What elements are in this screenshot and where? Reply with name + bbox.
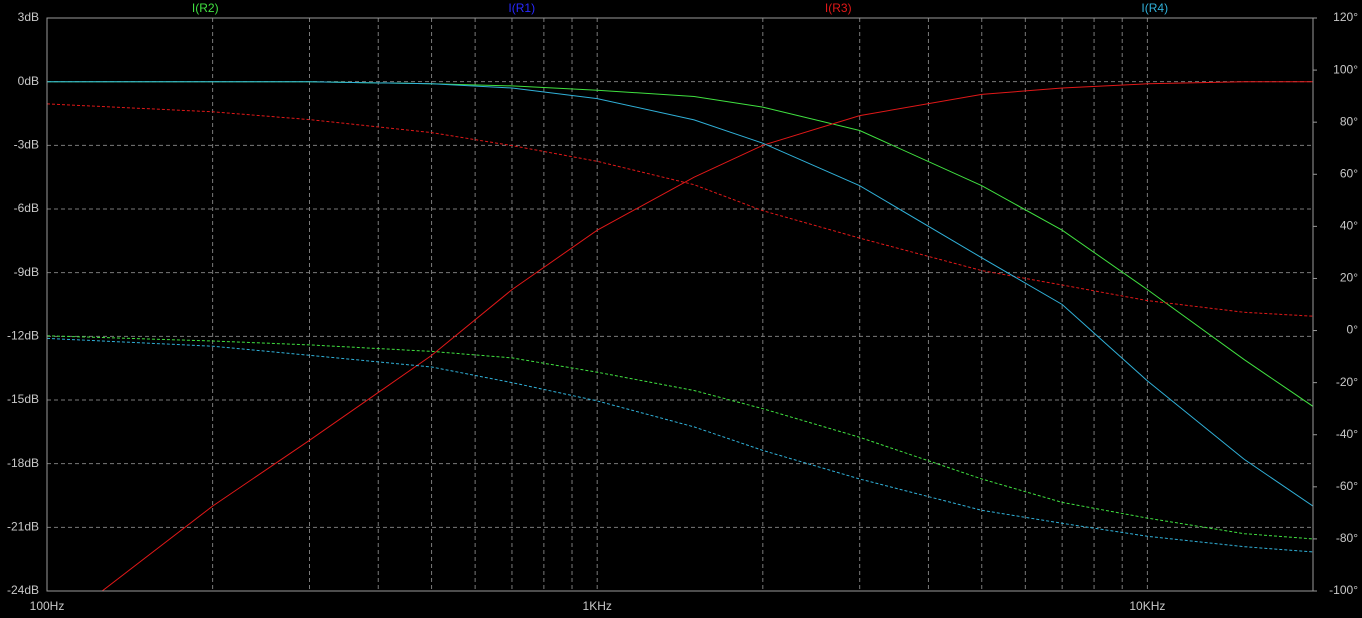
- y-tick-label: -3dB: [14, 138, 39, 152]
- y-tick-label: -18dB: [7, 456, 39, 470]
- plot-frame: [46, 17, 1314, 592]
- y2-tick-label: 100°: [1333, 62, 1358, 76]
- traces: [47, 81, 1313, 591]
- y2-tick-label: -60°: [1336, 479, 1358, 493]
- y-tick-label: -21dB: [7, 520, 39, 534]
- legend-entry: I(R4): [1141, 1, 1168, 15]
- y2-tick-label: -100°: [1329, 583, 1358, 597]
- y2-tick-label: 0°: [1347, 323, 1359, 337]
- magnitude-line: [47, 81, 1313, 507]
- y2-tick-label: -80°: [1336, 531, 1358, 545]
- y2-tick-label: -40°: [1336, 427, 1358, 441]
- y-tick-label: 3dB: [18, 10, 39, 24]
- legend-entry: I(R2): [192, 1, 219, 15]
- legend-entry: I(R3): [825, 1, 852, 15]
- legend-entry: I(R1): [508, 1, 535, 15]
- y-tick-label: -6dB: [14, 201, 39, 215]
- y2-tick-label: 40°: [1340, 219, 1358, 233]
- y-tick-label: -15dB: [7, 392, 39, 406]
- magnitude-line: [101, 81, 1313, 591]
- y2-tick-label: 80°: [1340, 114, 1358, 128]
- y-tick-label: -24dB: [7, 583, 39, 597]
- labels: 3dB 0dB -3dB -6dB -9dB -12dB -15dB -18dB -21dB -2…: [7, 1, 1358, 613]
- y2-tick-label: 60°: [1340, 166, 1358, 180]
- y2-tick-label: 20°: [1340, 271, 1358, 285]
- x-tick-label: 100Hz: [30, 599, 65, 613]
- phase-line: [47, 103, 1313, 317]
- y-tick-label: -12dB: [7, 329, 39, 343]
- phase-line: [47, 337, 1313, 553]
- x-tick-label: 10KHz: [1129, 599, 1165, 613]
- phase-line: [47, 335, 1313, 540]
- grid: [46, 17, 1314, 592]
- y-tick-label: 0dB: [18, 74, 39, 88]
- x-tick-label: 1KHz: [583, 599, 612, 613]
- y2-tick-label: 120°: [1333, 10, 1358, 24]
- y-tick-label: -9dB: [14, 265, 39, 279]
- y2-tick-label: -20°: [1336, 375, 1358, 389]
